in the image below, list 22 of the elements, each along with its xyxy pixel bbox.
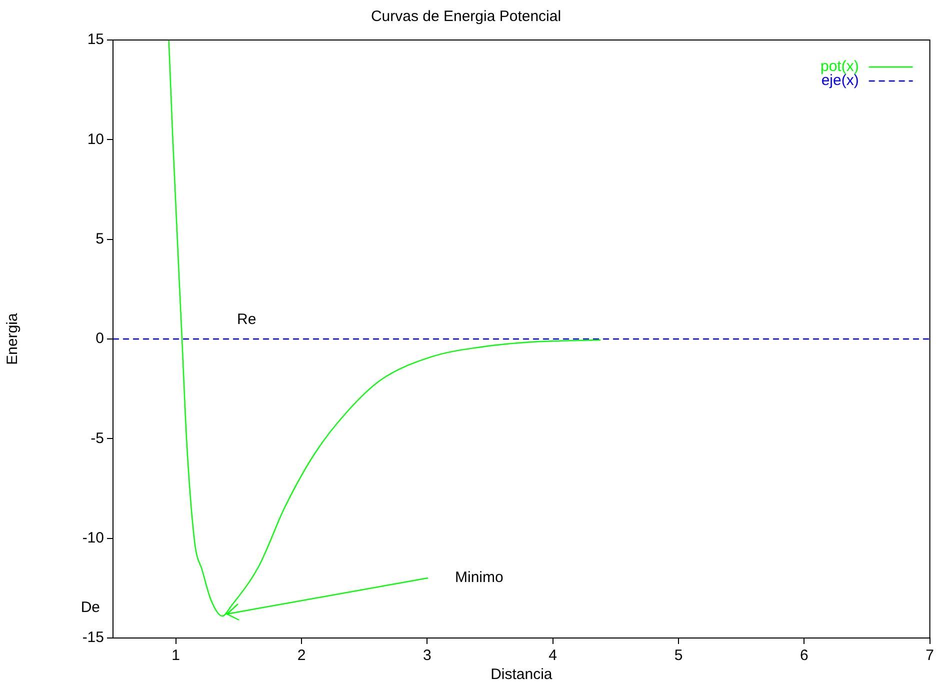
x-tick-label: 3 [422,647,432,664]
y-tick-label: 5 [96,230,104,248]
y-tick-label: 15 [87,31,104,48]
x-tick-label: 4 [548,647,558,664]
x-tick-label: 1 [172,647,180,664]
y-tick-label: -10 [82,529,104,546]
annotation: Minimo [455,569,504,586]
x-tick-label: 5 [674,647,683,664]
line-series [168,40,602,617]
x-axis-title: Distancia [490,666,553,684]
y-tick-label: -15 [82,629,104,646]
x-tick-label: 7 [926,647,934,664]
x-tick-label: 6 [800,647,808,664]
y-axis-title: Energia [4,312,22,365]
legend-label: pot(x) [820,58,859,76]
x-tick-label: 2 [297,647,306,664]
y-tick-label: 0 [96,330,104,348]
annotation: Re [237,311,256,328]
y-tick-label: 10 [87,130,104,148]
y-tick-label: -5 [90,430,104,447]
chart-title: Curvas de Energia Potencial [370,8,562,26]
text: De [80,599,100,616]
